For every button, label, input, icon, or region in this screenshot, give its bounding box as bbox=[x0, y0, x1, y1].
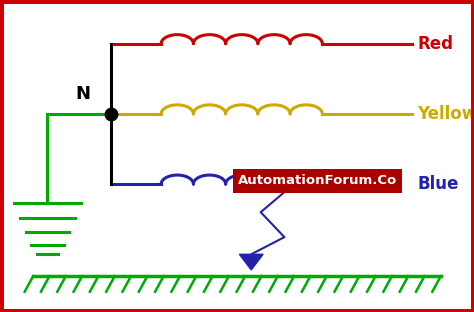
Text: Blue: Blue bbox=[417, 175, 458, 193]
Text: AutomationForum.Co: AutomationForum.Co bbox=[238, 174, 397, 188]
Text: Yellow: Yellow bbox=[417, 105, 474, 123]
Polygon shape bbox=[239, 254, 263, 270]
Text: Red: Red bbox=[417, 35, 453, 53]
Text: N: N bbox=[75, 85, 90, 103]
